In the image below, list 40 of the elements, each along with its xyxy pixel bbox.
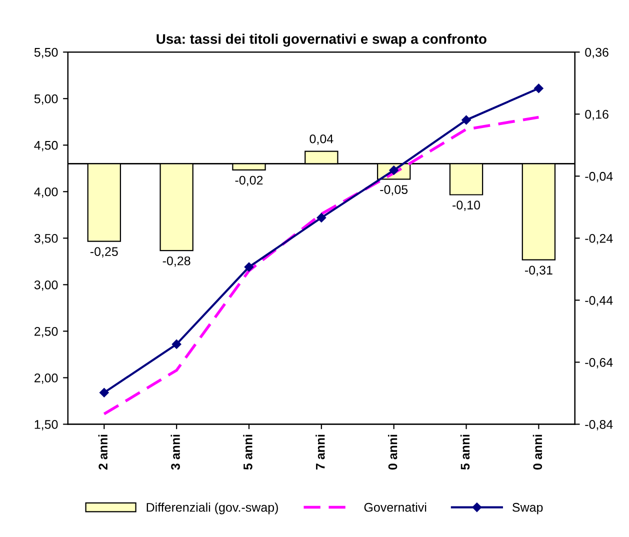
x-tick-label: 7 anni bbox=[316, 434, 325, 470]
y2-tick-label: -0,24 bbox=[585, 234, 613, 244]
x-tick-label: 5 anni bbox=[460, 434, 470, 470]
data-label: -0,25 bbox=[90, 247, 118, 258]
legend-label: Swap bbox=[512, 502, 543, 514]
y-tick-label: 3,00 bbox=[34, 280, 58, 291]
point bbox=[316, 213, 326, 222]
point bbox=[534, 84, 544, 93]
y-tick-label: 4,50 bbox=[34, 140, 58, 152]
y-tick-label: 4,00 bbox=[34, 187, 58, 198]
chart-title: Usa: tassi dei titoli governativi e swap a confronto bbox=[156, 34, 486, 47]
y-tick-label: 2,50 bbox=[34, 326, 58, 338]
point bbox=[462, 115, 471, 125]
y2-tick-label: 0,16 bbox=[585, 110, 608, 120]
legend-label: Governativi bbox=[364, 502, 426, 512]
y-tick-label: 3,50 bbox=[34, 234, 58, 244]
y2-tick-label: -0,04 bbox=[585, 172, 613, 182]
x-tick-label: 2 anni bbox=[98, 434, 108, 470]
point bbox=[244, 262, 254, 272]
y-tick-label: 1,50 bbox=[34, 420, 58, 430]
y-tick-label: 2,00 bbox=[34, 374, 58, 384]
data-label: -0,02 bbox=[235, 176, 263, 186]
data-label: -0,10 bbox=[452, 200, 480, 211]
point bbox=[100, 388, 109, 398]
x-tick-label: 3 anni bbox=[170, 434, 180, 470]
x-tick-label: 0 anni bbox=[532, 434, 542, 470]
y2-tick-label: 0,36 bbox=[585, 48, 608, 58]
x-tick-label: 0 anni bbox=[388, 434, 398, 470]
data-label: -0,05 bbox=[380, 185, 408, 196]
y2-tick-label: -0,64 bbox=[585, 358, 613, 368]
y-tick-label: 5,50 bbox=[34, 48, 58, 58]
y2-tick-label: -0,44 bbox=[585, 296, 613, 306]
data-label: -0,31 bbox=[525, 266, 552, 276]
y-tick-label: 5,00 bbox=[34, 94, 58, 105]
x-tick-label: 5 anni bbox=[243, 434, 252, 470]
legend-label: Differenziali (gov.-swap) bbox=[146, 502, 278, 514]
y2-tick-label: -0,84 bbox=[585, 420, 613, 430]
point bbox=[172, 340, 182, 349]
data-label: -0,28 bbox=[162, 256, 190, 267]
data-label: 0,04 bbox=[310, 134, 334, 145]
